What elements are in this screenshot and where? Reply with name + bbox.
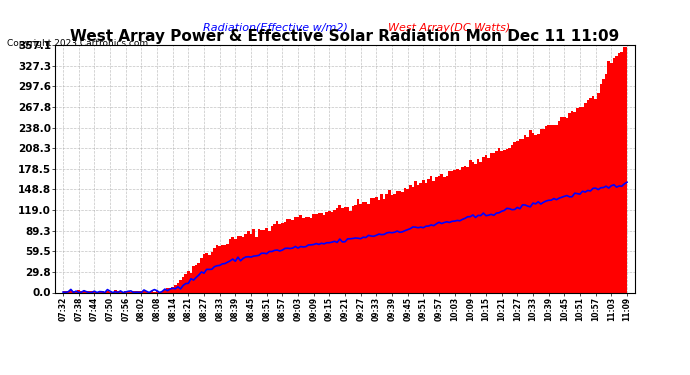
Text: West Array(DC Watts): West Array(DC Watts)	[388, 22, 511, 33]
Text: Radiation(Effective w/m2): Radiation(Effective w/m2)	[203, 22, 348, 33]
Title: West Array Power & Effective Solar Radiation Mon Dec 11 11:09: West Array Power & Effective Solar Radia…	[70, 29, 620, 44]
Text: Copyright 2023 Cartronics.com: Copyright 2023 Cartronics.com	[7, 39, 148, 48]
